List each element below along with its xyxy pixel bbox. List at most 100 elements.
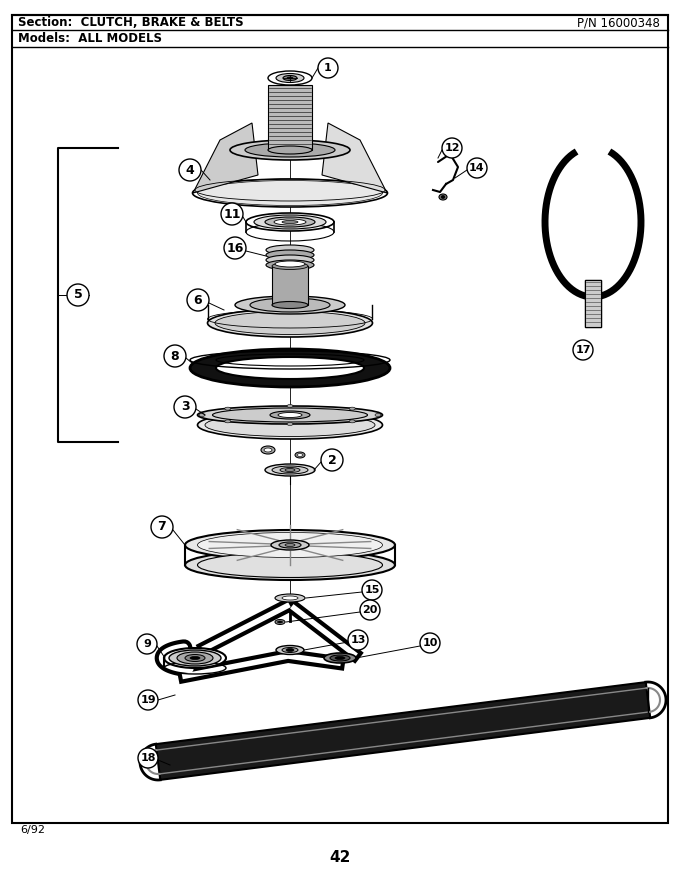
Text: Models:  ALL MODELS: Models: ALL MODELS [18,33,162,45]
Ellipse shape [250,298,330,312]
Ellipse shape [272,263,308,270]
Ellipse shape [264,448,272,452]
Ellipse shape [197,411,382,439]
Circle shape [138,748,158,768]
Ellipse shape [285,544,295,546]
Polygon shape [585,280,601,327]
Ellipse shape [298,454,303,457]
Text: 2: 2 [328,454,337,466]
Text: 11: 11 [223,207,241,221]
Ellipse shape [270,411,310,419]
Ellipse shape [278,412,302,417]
Circle shape [174,396,196,418]
Ellipse shape [280,467,300,473]
Ellipse shape [266,245,314,255]
Text: 13: 13 [350,635,366,645]
Circle shape [67,284,89,306]
Text: P/N 16000348: P/N 16000348 [577,17,660,29]
Text: 42: 42 [329,851,351,865]
Ellipse shape [282,596,298,600]
Ellipse shape [283,76,297,80]
Text: 3: 3 [181,400,189,414]
Text: 1: 1 [324,63,332,73]
Circle shape [137,634,157,654]
Text: 6: 6 [194,294,203,306]
Text: 4: 4 [186,164,194,176]
Ellipse shape [275,619,285,625]
Circle shape [362,580,382,600]
Ellipse shape [230,140,350,160]
Polygon shape [272,266,308,305]
Circle shape [187,289,209,311]
Text: 20: 20 [362,605,377,615]
Ellipse shape [275,261,305,267]
Circle shape [179,159,201,181]
Ellipse shape [335,657,345,659]
Ellipse shape [276,74,304,83]
Ellipse shape [268,146,312,154]
Bar [585,280,601,327]
Text: 9: 9 [143,639,151,649]
Ellipse shape [235,296,345,314]
Ellipse shape [205,414,375,436]
Ellipse shape [197,532,382,557]
Ellipse shape [350,407,355,410]
Text: 8: 8 [171,350,180,362]
Ellipse shape [286,649,294,651]
Text: 17: 17 [575,345,591,355]
Ellipse shape [274,219,306,225]
Ellipse shape [279,542,301,548]
Ellipse shape [207,309,373,337]
Ellipse shape [282,221,298,223]
Ellipse shape [266,260,314,270]
Ellipse shape [287,423,293,425]
Ellipse shape [197,181,382,206]
Ellipse shape [192,179,388,207]
Text: 12: 12 [444,143,460,153]
Ellipse shape [215,312,365,335]
Ellipse shape [287,404,293,408]
Ellipse shape [212,408,367,422]
Polygon shape [156,682,650,780]
Ellipse shape [197,553,382,578]
Circle shape [573,340,593,360]
Circle shape [420,633,440,653]
Ellipse shape [199,414,205,417]
Ellipse shape [246,213,334,231]
Ellipse shape [225,420,231,423]
Ellipse shape [271,540,309,550]
Ellipse shape [439,194,447,200]
Circle shape [467,158,487,178]
Text: 7: 7 [158,521,167,533]
Ellipse shape [295,452,305,458]
Ellipse shape [185,530,395,560]
Ellipse shape [190,657,200,659]
Ellipse shape [266,250,314,260]
Ellipse shape [282,648,298,652]
Ellipse shape [265,464,315,476]
Ellipse shape [324,653,356,663]
Ellipse shape [287,77,293,79]
Ellipse shape [254,215,326,229]
Ellipse shape [285,468,295,472]
Text: 5: 5 [73,288,82,302]
Ellipse shape [275,594,305,602]
Ellipse shape [268,71,312,85]
Ellipse shape [266,255,314,265]
Circle shape [221,203,243,225]
Circle shape [151,516,173,538]
Ellipse shape [441,196,445,198]
Circle shape [138,690,158,710]
Ellipse shape [185,550,395,580]
Circle shape [360,600,380,620]
Circle shape [164,345,186,367]
Ellipse shape [216,357,364,379]
Ellipse shape [350,420,355,423]
Ellipse shape [272,302,308,309]
Ellipse shape [272,466,308,474]
Ellipse shape [190,349,390,387]
Circle shape [442,138,462,158]
Text: 14: 14 [469,163,485,173]
Circle shape [321,449,343,471]
Ellipse shape [276,645,304,654]
